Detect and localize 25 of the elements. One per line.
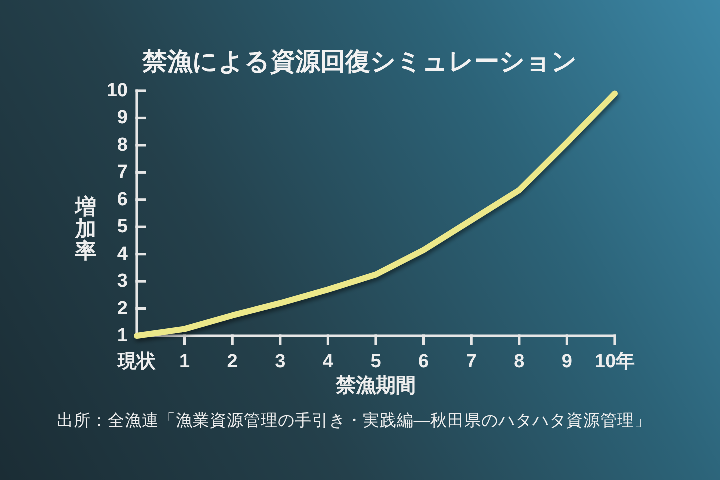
y-tick-label: 10	[106, 80, 128, 102]
x-tick-label: 4	[322, 352, 334, 372]
x-tick-label: 7	[466, 352, 477, 372]
x-tick-label: 10年	[594, 352, 636, 372]
y-tick-label: 2	[117, 298, 128, 320]
y-tick-label: 5	[117, 216, 128, 238]
x-axis-title: 禁漁期間	[335, 375, 416, 397]
x-tick-label: 6	[418, 352, 430, 372]
x-tick-label: 3	[275, 352, 286, 372]
x-tick-label: 2	[227, 352, 238, 372]
y-tick-label: 4	[117, 244, 128, 265]
y-axis-title: 増加率	[74, 194, 96, 262]
y-tick-label: 3	[117, 271, 128, 292]
x-tick-label: 現状	[117, 352, 157, 372]
x-tick-label: 8	[514, 352, 525, 372]
x-tick-label: 5	[370, 352, 382, 372]
chart-title: 禁漁による資源回復シミュレーション	[142, 48, 578, 76]
x-tick-label: 1	[180, 352, 191, 372]
y-tick-label: 8	[117, 134, 128, 156]
y-tick-label: 1	[117, 326, 128, 346]
y-tick-label: 9	[117, 108, 128, 129]
y-tick-label: 6	[117, 189, 128, 210]
text: 出所：全漁連「漁業資源管理の手引き・実践編―秋田県のハタハタ資源管理」	[56, 411, 652, 430]
y-tick-label: 7	[117, 162, 128, 184]
x-tick-label: 9	[562, 352, 572, 372]
